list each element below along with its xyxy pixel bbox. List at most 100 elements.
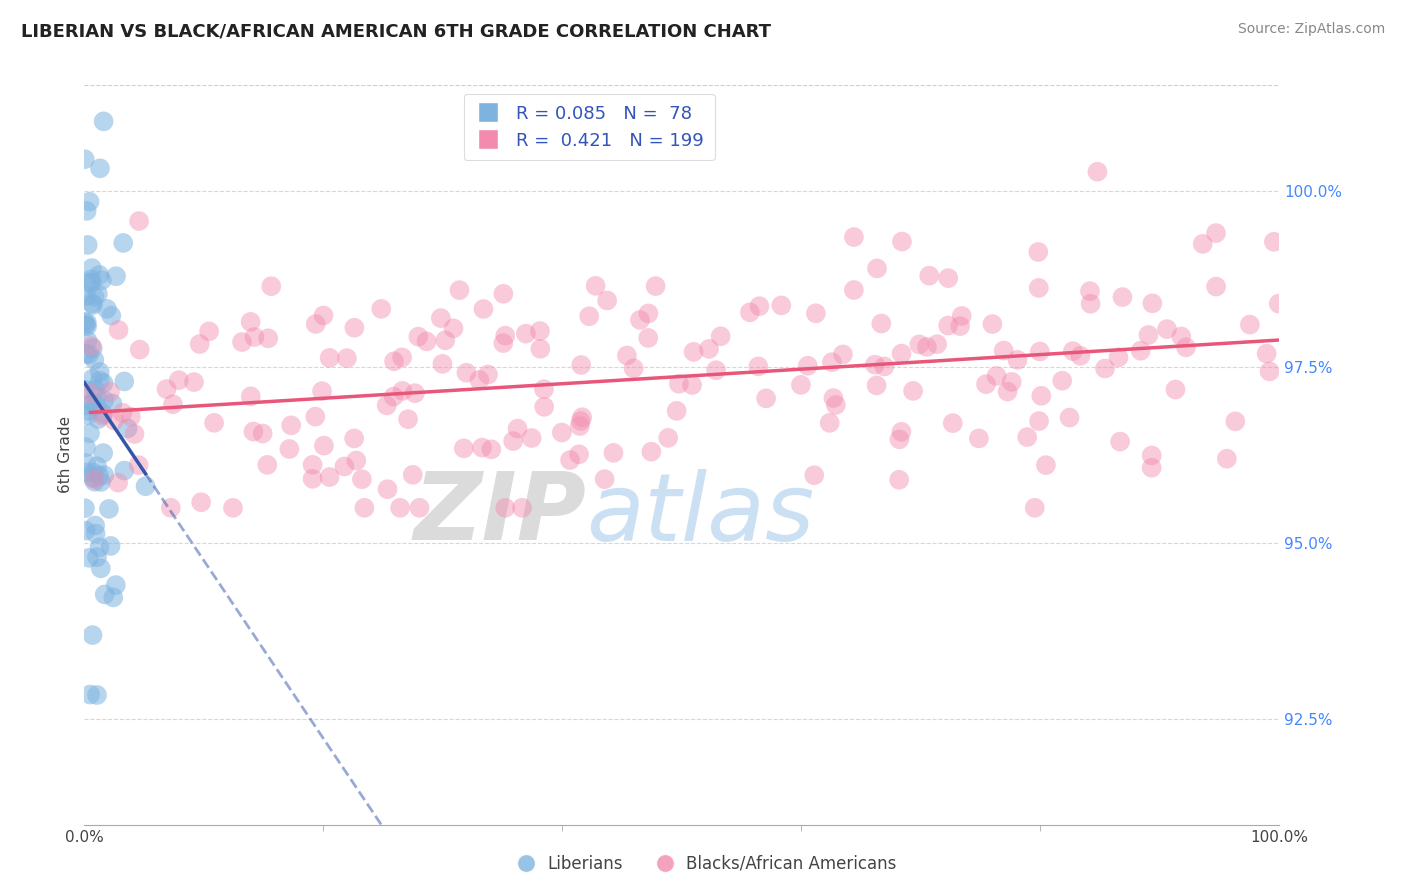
- Point: [105, 269, 128, 284]
- Point: [86, 398, 108, 412]
- Point: [889, 473, 911, 487]
- Point: [318, 351, 340, 365]
- Point: [1239, 318, 1261, 332]
- Point: [79, 194, 101, 209]
- Point: [657, 431, 679, 445]
- Point: [75, 440, 97, 454]
- Point: [529, 324, 551, 338]
- Point: [73, 152, 96, 166]
- Point: [1258, 364, 1281, 378]
- Point: [91, 446, 114, 460]
- Point: [870, 317, 893, 331]
- Point: [908, 337, 931, 351]
- Point: [1164, 383, 1187, 397]
- Point: [494, 328, 516, 343]
- Point: [918, 268, 941, 283]
- Y-axis label: 6th Grade: 6th Grade: [58, 417, 73, 493]
- Point: [396, 412, 419, 426]
- Point: [86, 550, 108, 565]
- Point: [443, 321, 465, 335]
- Point: [950, 309, 973, 323]
- Point: [124, 427, 146, 442]
- Point: [797, 359, 820, 373]
- Legend: Liberians, Blacks/African Americans: Liberians, Blacks/African Americans: [502, 848, 904, 880]
- Point: [477, 368, 499, 382]
- Point: [82, 471, 104, 485]
- Point: [453, 442, 475, 456]
- Point: [890, 425, 912, 439]
- Point: [456, 366, 478, 380]
- Point: [83, 475, 105, 489]
- Point: [202, 416, 225, 430]
- Point: [112, 375, 135, 389]
- Point: [231, 334, 253, 349]
- Point: [974, 377, 997, 392]
- Point: [1059, 410, 1081, 425]
- Point: [76, 347, 98, 361]
- Point: [568, 447, 591, 461]
- Point: [596, 293, 619, 308]
- Point: [901, 384, 924, 398]
- Point: [343, 320, 366, 334]
- Point: [569, 358, 592, 372]
- Point: [370, 301, 392, 316]
- Point: [408, 329, 430, 343]
- Point: [97, 502, 120, 516]
- Point: [90, 561, 112, 575]
- Point: [568, 419, 591, 434]
- Point: [506, 421, 529, 435]
- Point: [301, 472, 323, 486]
- Point: [1263, 235, 1285, 249]
- Point: [408, 500, 430, 515]
- Point: [432, 357, 454, 371]
- Point: [76, 466, 98, 480]
- Point: [803, 468, 825, 483]
- Point: [188, 337, 211, 351]
- Point: [623, 361, 645, 376]
- Point: [1069, 349, 1091, 363]
- Point: [681, 378, 703, 392]
- Point: [391, 351, 413, 365]
- Point: [1062, 344, 1084, 359]
- Point: [79, 386, 101, 401]
- Point: [479, 442, 502, 457]
- Point: [1028, 414, 1050, 428]
- Point: [823, 391, 845, 405]
- Point: [434, 333, 457, 347]
- Point: [84, 518, 107, 533]
- Point: [471, 441, 494, 455]
- Point: [468, 373, 491, 387]
- Point: [73, 315, 96, 329]
- Point: [1268, 296, 1291, 310]
- Point: [86, 459, 108, 474]
- Point: [377, 482, 399, 496]
- Point: [96, 301, 118, 316]
- Point: [1087, 165, 1109, 179]
- Point: [1080, 297, 1102, 311]
- Point: [668, 376, 690, 391]
- Point: [167, 373, 190, 387]
- Point: [112, 235, 135, 250]
- Point: [77, 347, 100, 361]
- Point: [257, 331, 280, 345]
- Point: [103, 413, 125, 427]
- Point: [790, 377, 813, 392]
- Point: [333, 459, 356, 474]
- Point: [569, 414, 592, 428]
- Point: [628, 313, 651, 327]
- Point: [981, 317, 1004, 331]
- Point: [350, 472, 373, 486]
- Point: [77, 550, 100, 565]
- Point: [804, 306, 827, 320]
- Point: [280, 418, 302, 433]
- Point: [76, 289, 98, 303]
- Point: [520, 431, 543, 445]
- Point: [107, 475, 129, 490]
- Point: [533, 400, 555, 414]
- Point: [449, 283, 471, 297]
- Point: [239, 389, 262, 403]
- Point: [252, 426, 274, 441]
- Point: [891, 235, 914, 249]
- Point: [73, 501, 96, 516]
- Point: [128, 214, 150, 228]
